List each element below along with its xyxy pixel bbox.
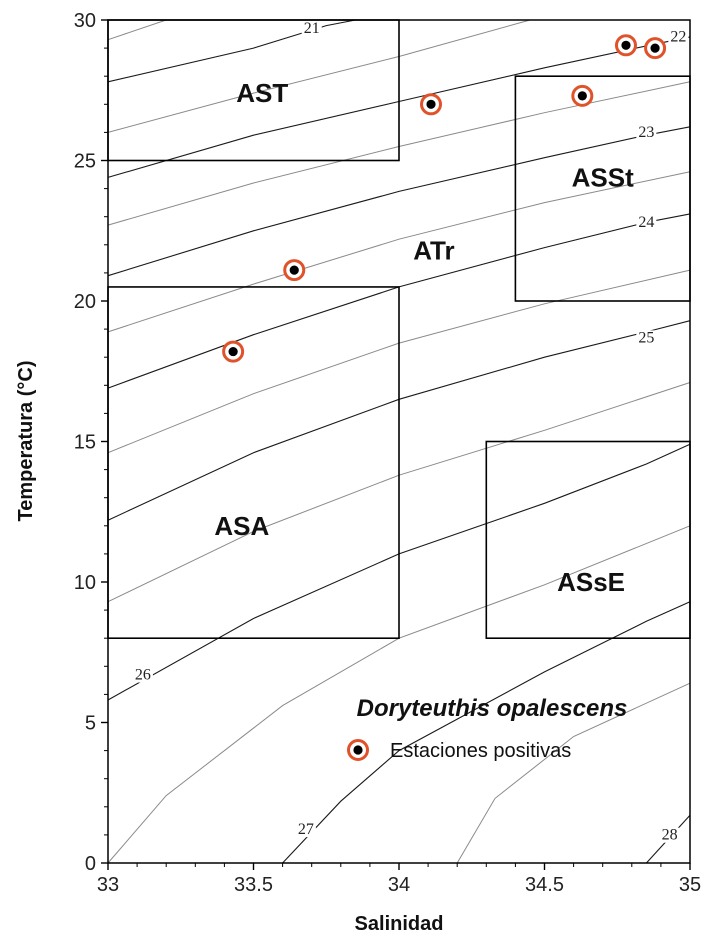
data-point-dot xyxy=(621,40,631,50)
isopycnal-major-4 xyxy=(107,320,691,521)
y-tick-label: 10 xyxy=(74,572,96,594)
water-mass-label-ast: AST xyxy=(236,78,288,108)
isopycnal-minor-1 xyxy=(107,19,531,133)
y-tick-label: 5 xyxy=(85,713,96,735)
isopycnal-minor-3 xyxy=(107,171,691,333)
isopycnal-label-bg xyxy=(132,667,153,683)
x-axis-label: Salinidad xyxy=(355,913,444,935)
isopycnal-label-21: 21 xyxy=(304,20,320,37)
isopycnal-minor-0 xyxy=(107,19,167,41)
isopycnal-label-28: 28 xyxy=(662,827,678,844)
legend-item-label: Estaciones positivas xyxy=(390,740,571,762)
water-mass-labels: AST ATr ASSt ASA ASsE xyxy=(214,78,634,597)
y-tick-label: 0 xyxy=(85,853,96,875)
data-points xyxy=(222,34,667,363)
data-point-4 xyxy=(614,34,637,57)
y-axis-ticks: 0 5 10 15 20 25 30 xyxy=(74,10,108,875)
data-point-dot xyxy=(577,91,587,101)
isopycnal-label-bg xyxy=(636,215,657,231)
water-mass-label-asse: ASsE xyxy=(557,567,625,597)
x-tick-label: 33 xyxy=(97,874,119,896)
isopycnal-label-bg xyxy=(301,21,322,37)
y-tick-label: 25 xyxy=(74,151,96,173)
isopycnal-major-5 xyxy=(107,443,691,701)
isopycnal-major-0 xyxy=(107,19,356,83)
isopycnal-label-22: 22 xyxy=(670,29,686,46)
data-point-dot xyxy=(426,99,436,109)
water-mass-label-asst: ASSt xyxy=(572,162,634,192)
data-point-dot xyxy=(289,265,299,275)
y-tick-label: 15 xyxy=(74,432,96,454)
water-mass-boxes xyxy=(107,19,691,640)
data-point-1 xyxy=(283,259,306,282)
isopycnal-label-bg xyxy=(295,822,316,838)
isopycnal-minor-6 xyxy=(107,525,691,864)
isopycnal-label-24: 24 xyxy=(638,214,654,231)
isopycnal-label-27: 27 xyxy=(298,821,314,838)
data-point-5 xyxy=(644,37,667,60)
data-point-2 xyxy=(420,93,443,116)
isopycnal-label-bg xyxy=(636,330,657,346)
x-axis-ticks: 33 33.5 34 34.5 35 xyxy=(97,863,701,896)
legend-title: Doryteuthis opalescens xyxy=(357,695,628,722)
y-tick-label: 20 xyxy=(74,291,96,313)
data-point-dot xyxy=(228,346,238,357)
isopycnal-labels: 21 22 23 24 25 26 27 28 xyxy=(132,20,689,844)
isopycnal-label-bg xyxy=(636,125,657,141)
isopycnal-label-26: 26 xyxy=(135,667,151,684)
x-tick-label: 34 xyxy=(388,874,410,896)
isopycnal-label-25: 25 xyxy=(638,329,654,346)
water-mass-label-atr: ATr xyxy=(413,235,454,265)
isopycnal-label-bg xyxy=(668,29,689,45)
isopycnal-label-bg xyxy=(659,827,680,843)
x-tick-label: 33.5 xyxy=(234,874,273,896)
legend-marker-dot xyxy=(353,745,363,755)
water-mass-box-asse xyxy=(485,440,691,639)
water-mass-box-asa xyxy=(107,286,400,640)
data-point-0 xyxy=(222,340,245,363)
data-point-3 xyxy=(571,84,594,107)
isopycnal-major-6 xyxy=(282,601,691,864)
isopycnal-minor-7 xyxy=(456,682,691,864)
y-axis-label: Temperatura (°C) xyxy=(15,361,37,522)
x-tick-label: 34.5 xyxy=(525,874,564,896)
isopycnal-label-23: 23 xyxy=(638,124,654,141)
data-point-dot xyxy=(650,43,660,53)
y-tick-label: 30 xyxy=(74,10,96,32)
x-tick-label: 35 xyxy=(679,874,701,896)
legend: Doryteuthis opalescens Estaciones positi… xyxy=(347,695,628,762)
water-mass-label-asa: ASA xyxy=(214,511,269,541)
